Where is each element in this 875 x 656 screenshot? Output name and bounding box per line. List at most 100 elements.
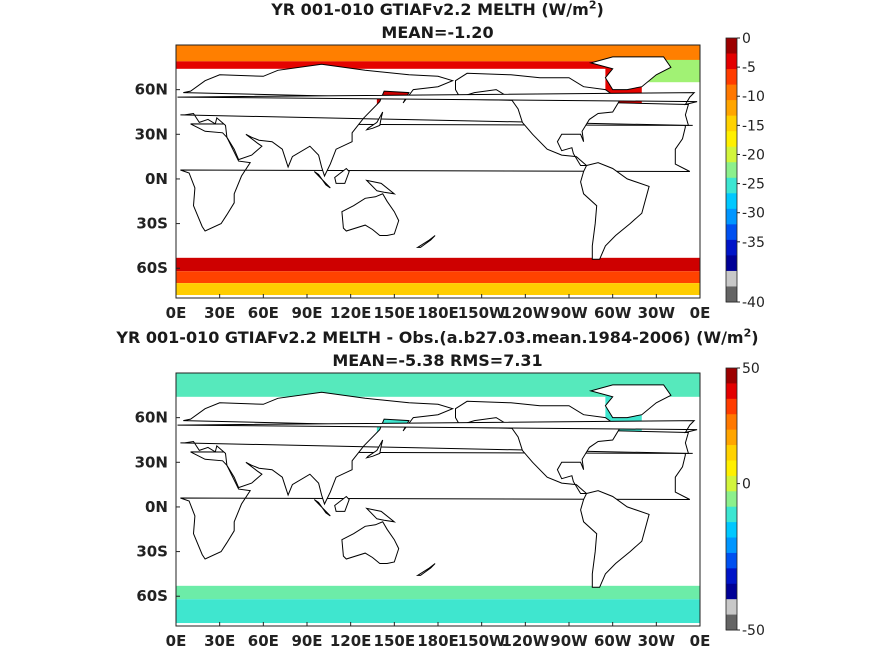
x-tick-label: 0E bbox=[166, 632, 187, 650]
coastline bbox=[588, 56, 672, 91]
colorbar-frame bbox=[725, 37, 738, 303]
colorbar-segment bbox=[726, 162, 737, 179]
colorbar-tick-label: -40 bbox=[742, 295, 765, 311]
coastline bbox=[334, 495, 350, 512]
colorbar-segment bbox=[726, 445, 737, 461]
x-tick-label: 120E bbox=[330, 304, 372, 322]
colorbar-tick-label: -10 bbox=[742, 89, 765, 105]
chart1-title-end: ) bbox=[596, 0, 604, 19]
x-tick-label: 150W bbox=[458, 632, 506, 650]
x-tick-label: 120E bbox=[330, 632, 372, 650]
colorbar-segment bbox=[726, 53, 737, 70]
y-tick-label: 30N bbox=[135, 125, 168, 143]
coastline bbox=[334, 167, 350, 184]
field-cell bbox=[176, 283, 700, 296]
colorbar-segment bbox=[726, 368, 737, 384]
colorbar-tick-label: -25 bbox=[742, 177, 765, 193]
chart1-title-text: YR 001-010 GTIAFv2.2 MELTH (W/m bbox=[271, 0, 589, 19]
x-tick-label: 0E bbox=[690, 304, 711, 322]
y-tick-label: 0N bbox=[145, 170, 168, 188]
field-cell bbox=[176, 61, 700, 69]
field-cell bbox=[176, 585, 700, 600]
colorbar-segment bbox=[726, 429, 737, 446]
colorbar-segment bbox=[726, 208, 737, 225]
colorbar-segment bbox=[726, 286, 737, 303]
field-cell bbox=[176, 257, 700, 272]
colorbar-segment bbox=[726, 270, 737, 287]
chart1-title: YR 001-010 GTIAFv2.2 MELTH (W/m2) bbox=[0, 0, 875, 19]
colorbar-segment bbox=[726, 522, 737, 539]
colorbar-segment bbox=[726, 84, 737, 101]
colorbar-segment bbox=[726, 115, 737, 132]
x-tick-label: 150W bbox=[458, 304, 506, 322]
colorbar-segment bbox=[726, 383, 737, 400]
y-tick-label: 30N bbox=[135, 453, 168, 471]
x-tick-label: 30E bbox=[204, 632, 235, 650]
x-tick-label: 30W bbox=[638, 304, 676, 322]
colorbar-segment bbox=[726, 506, 737, 523]
colorbar-segment bbox=[726, 255, 737, 272]
x-tick-label: 60W bbox=[594, 632, 632, 650]
colorbar-tick-label: 50 bbox=[742, 361, 760, 377]
x-tick-label: 90W bbox=[550, 304, 588, 322]
colorbar-tick-label: -35 bbox=[742, 235, 765, 251]
colorbar-segment bbox=[726, 100, 737, 117]
colorbar-segment bbox=[726, 131, 737, 148]
x-tick-label: 30E bbox=[204, 304, 235, 322]
y-tick-label: 60N bbox=[135, 81, 168, 99]
colorbar-segment bbox=[726, 69, 737, 86]
colorbar-segment bbox=[726, 193, 737, 210]
field-cell bbox=[176, 373, 700, 397]
x-tick-label: 150E bbox=[374, 304, 416, 322]
x-tick-label: 60E bbox=[248, 632, 279, 650]
colorbar-segment bbox=[726, 224, 737, 241]
x-tick-label: 150E bbox=[374, 632, 416, 650]
colorbar-segment bbox=[726, 475, 737, 492]
colorbar-segment bbox=[726, 398, 737, 415]
chart1-title-exp: 2 bbox=[588, 0, 597, 12]
colorbar-segment bbox=[726, 599, 737, 616]
coastline bbox=[313, 499, 331, 517]
colorbar-tick-label: -5 bbox=[742, 60, 756, 76]
colorbar-tick-label: 0 bbox=[742, 477, 751, 493]
x-tick-label: 0E bbox=[690, 632, 711, 650]
chart2-title: YR 001-010 GTIAFv2.2 MELTH - Obs.(a.b27.… bbox=[0, 328, 875, 347]
x-tick-label: 180E bbox=[417, 304, 459, 322]
colorbar-segment bbox=[726, 583, 737, 600]
coastline bbox=[180, 391, 690, 506]
field-cell bbox=[176, 45, 700, 62]
coastline bbox=[177, 92, 698, 106]
x-tick-label: 60E bbox=[248, 304, 279, 322]
field-cell bbox=[176, 271, 700, 284]
x-tick-label: 30W bbox=[638, 632, 676, 650]
colorbar-segment bbox=[726, 38, 737, 55]
x-tick-label: 60W bbox=[594, 304, 632, 322]
colorbar-tick-label: 0 bbox=[742, 31, 751, 47]
coastline bbox=[588, 384, 672, 419]
colorbar-segment bbox=[726, 146, 737, 163]
coastline bbox=[341, 521, 400, 564]
x-tick-label: 90E bbox=[291, 632, 322, 650]
coastline bbox=[365, 179, 397, 195]
colorbar-segment bbox=[726, 537, 737, 554]
coastline bbox=[580, 490, 650, 588]
colorbar-segment bbox=[726, 414, 737, 431]
coastline bbox=[415, 235, 436, 248]
x-tick-label: 0E bbox=[166, 304, 187, 322]
colorbar-segment bbox=[726, 614, 737, 631]
colorbar-segment bbox=[726, 460, 737, 477]
colorbar-segment bbox=[726, 491, 737, 508]
y-tick-label: 60N bbox=[135, 409, 168, 427]
coastline bbox=[180, 63, 690, 178]
coastline bbox=[365, 111, 384, 131]
colorbar-tick-label: -15 bbox=[742, 118, 765, 134]
chart2-title-exp: 2 bbox=[743, 326, 752, 340]
colorbar-tick-label: -20 bbox=[742, 147, 765, 163]
coastline bbox=[177, 420, 698, 434]
y-tick-label: 0N bbox=[145, 498, 168, 516]
coastline bbox=[341, 193, 400, 236]
chart2-title-end: ) bbox=[751, 328, 759, 347]
